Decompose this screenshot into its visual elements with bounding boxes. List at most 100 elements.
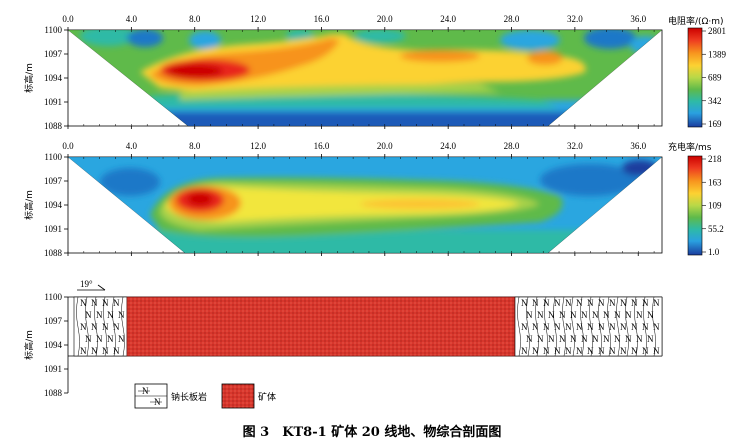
slate-symbol: N — [532, 346, 539, 356]
dip-marker: 19° — [77, 279, 106, 291]
resistivity-colorbar-tick: 342 — [708, 96, 722, 106]
geology-y-tick-label: 1094 — [44, 340, 63, 350]
slate-symbol: N — [80, 346, 87, 356]
slate-symbol: N — [526, 334, 533, 344]
slate-symbol: N — [118, 334, 125, 344]
slate-symbol: N — [532, 298, 539, 308]
resistivity-x-tick-label: 24.0 — [440, 14, 456, 24]
slate-symbol: N — [625, 310, 632, 320]
chargeability-colorbar-ramp — [687, 155, 703, 256]
geology-y-tick-label: 1100 — [44, 292, 62, 302]
slate-symbol: N — [85, 310, 92, 320]
slate-symbol: N — [631, 322, 638, 332]
geology-y-tick-label: 1097 — [44, 316, 63, 326]
slate-symbol: N — [107, 334, 114, 344]
chargeability-y-tick-label: 1088 — [44, 248, 63, 258]
resistivity-y-axis-label: 标高/m — [23, 63, 35, 93]
slate-symbol: N — [653, 298, 660, 308]
slate-symbol: N — [565, 322, 572, 332]
resistivity-colorbar: 电阻率/(Ω·m) 2801 1389 689 342 169 — [668, 15, 727, 129]
slate-symbol: N — [80, 298, 87, 308]
chargeability-x-tick-label: 24.0 — [440, 141, 456, 151]
slate-symbol: N — [587, 298, 594, 308]
chargeability-x-tick-label: 16.0 — [314, 141, 330, 151]
slate-symbol: N — [598, 322, 605, 332]
resistivity-y-tick-label: 1094 — [44, 73, 63, 83]
slate-symbol: N — [609, 298, 616, 308]
resistivity-colorbar-tick: 689 — [708, 73, 722, 83]
slate-symbol: N — [118, 310, 125, 320]
resistivity-x-tick-label: 8.0 — [189, 14, 201, 24]
chargeability-y-tick-label: 1100 — [44, 152, 62, 162]
slate-symbol: N — [91, 346, 98, 356]
resistivity-x-tick-label: 0.0 — [62, 14, 74, 24]
slate-symbol: N — [113, 322, 120, 332]
chargeability-y-tick-label: 1091 — [44, 224, 62, 234]
resistivity-colorbar-ramp — [687, 27, 703, 128]
slate-symbol: N — [543, 322, 550, 332]
chargeability-colorbar-tick: 218 — [708, 154, 722, 164]
geology-legend: N N 钠长板岩 矿体 — [134, 383, 276, 409]
chargeability-y-tick-label: 1094 — [44, 200, 63, 210]
resistivity-y-tick-label: 1091 — [44, 97, 62, 107]
chargeability-x-tick-label: 20.0 — [377, 141, 393, 151]
slate-symbol: N — [521, 298, 528, 308]
slate-symbol: N — [587, 346, 594, 356]
slate-symbol: N — [603, 310, 610, 320]
slate-symbol: N — [554, 322, 561, 332]
resistivity-colorbar-tick: 1389 — [708, 49, 727, 59]
chargeability-y-tick-label: 1097 — [44, 176, 63, 186]
slate-symbol: N — [565, 298, 572, 308]
slate-symbol: N — [537, 334, 544, 344]
slate-symbol: N — [113, 298, 120, 308]
slate-symbol: N — [548, 310, 555, 320]
slate-symbol: N — [554, 298, 561, 308]
chargeability-y-axis-label: 标高/m — [23, 190, 35, 220]
slate-symbol: N — [631, 346, 638, 356]
dip-label: 19° — [80, 279, 93, 289]
slate-symbol: N — [526, 310, 533, 320]
slate-symbol: N — [565, 346, 572, 356]
slate-symbol: N — [91, 298, 98, 308]
geology-axes: 1100 1097 1094 1091 1088 标高/m — [23, 292, 68, 398]
slate-symbol: N — [521, 346, 528, 356]
geology-panel: N N N NN N N NN N N NN N N NN N N N N N N N N N N N N N N N NN N N N N N… — [67, 279, 663, 409]
resistivity-y-tick-label: 1100 — [44, 25, 62, 35]
slate-symbol: N — [554, 346, 561, 356]
resistivity-x-tick-label: 4.0 — [126, 14, 138, 24]
chargeability-colorbar: 充电率/ms 218 163 109 55.2 1.0 — [668, 141, 724, 257]
slate-symbol: N — [537, 310, 544, 320]
slate-symbol: N — [647, 334, 654, 344]
slate-symbol: N — [620, 298, 627, 308]
slate-symbol: N — [576, 346, 583, 356]
resistivity-x-tick-label: 16.0 — [314, 14, 330, 24]
resistivity-x-tick-label: 20.0 — [377, 14, 393, 24]
chargeability-colorbar-tick: 55.2 — [708, 224, 724, 234]
figure-caption: 图 3 KT8-1 矿体 20 线地、物综合剖面图 — [243, 424, 502, 440]
slate-symbol: N — [642, 322, 649, 332]
resistivity-x-tick-label: 12.0 — [250, 14, 266, 24]
slate-symbol: N — [598, 346, 605, 356]
chargeability-x-tick-label: 12.0 — [250, 141, 266, 151]
slate-symbol: N — [102, 298, 109, 308]
chargeability-colorbar-tick: 109 — [708, 201, 722, 211]
slate-symbol: N — [521, 322, 528, 332]
slate-symbol: N — [102, 346, 109, 356]
slate-symbol: N — [614, 310, 621, 320]
resistivity-y-tick-label: 1097 — [44, 49, 63, 59]
slate-symbol: N — [631, 298, 638, 308]
slate-symbol: N — [592, 310, 599, 320]
slate-symbol: N — [559, 310, 566, 320]
geology-y-tick-label: 1088 — [44, 388, 63, 398]
resistivity-panel — [67, 29, 663, 127]
resistivity-y-tick-label: 1088 — [44, 121, 63, 131]
slate-symbol: N — [620, 346, 627, 356]
slate-symbol: N — [570, 334, 577, 344]
slate-symbol: N — [96, 334, 103, 344]
resistivity-x-tick-label: 32.0 — [567, 14, 583, 24]
slate-symbol: N — [609, 346, 616, 356]
legend-ore-label: 矿体 — [258, 391, 276, 403]
slate-symbol: N — [614, 334, 621, 344]
chargeability-x-tick-label: 8.0 — [189, 141, 201, 151]
resistivity-colorbar-tick: 2801 — [708, 26, 726, 36]
